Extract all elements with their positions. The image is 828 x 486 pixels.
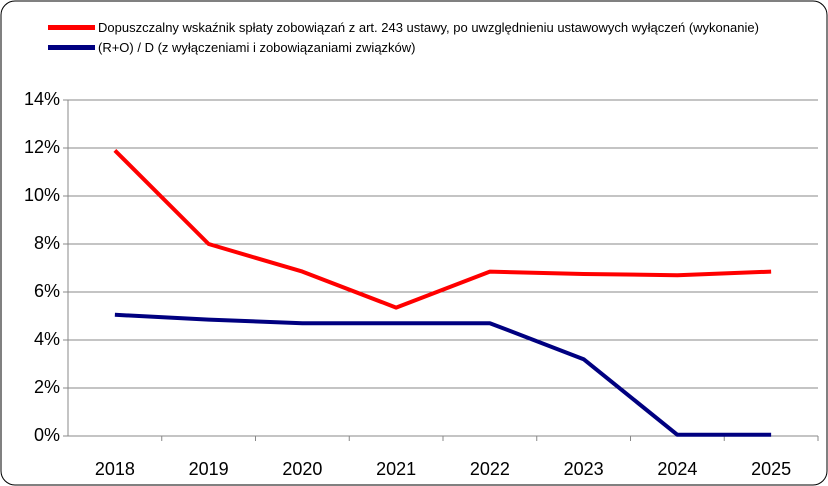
y-tick-label: 14% xyxy=(24,89,60,109)
x-tick-label: 2021 xyxy=(376,459,416,479)
y-tick-label: 0% xyxy=(34,425,60,445)
y-tick-label: 2% xyxy=(34,377,60,397)
series-line xyxy=(114,312,772,437)
legend-swatch xyxy=(48,25,95,30)
y-tick-label: 6% xyxy=(34,281,60,301)
legend-entry: Dopuszczalny wskaźnik spłaty zobowiązań … xyxy=(48,18,808,38)
legend-swatch xyxy=(48,45,95,50)
x-tick-label: 2020 xyxy=(282,459,322,479)
x-tick-label: 2023 xyxy=(564,459,604,479)
x-tick-label: 2022 xyxy=(470,459,510,479)
legend: Dopuszczalny wskaźnik spłaty zobowiązań … xyxy=(48,18,808,58)
legend-label: Dopuszczalny wskaźnik spłaty zobowiązań … xyxy=(98,20,759,35)
y-tick-label: 10% xyxy=(24,185,60,205)
x-tick-label: 2025 xyxy=(751,459,791,479)
x-tick-label: 2024 xyxy=(657,459,697,479)
y-tick-label: 12% xyxy=(24,137,60,157)
legend-label: (R+O) / D (z wyłączeniami i zobowiązania… xyxy=(98,40,416,55)
series-line xyxy=(113,148,772,310)
x-tick-label: 2018 xyxy=(95,459,135,479)
legend-entry: (R+O) / D (z wyłączeniami i zobowiązania… xyxy=(48,38,808,58)
x-tick-label: 2019 xyxy=(189,459,229,479)
y-tick-label: 8% xyxy=(34,233,60,253)
y-tick-label: 4% xyxy=(34,329,60,349)
